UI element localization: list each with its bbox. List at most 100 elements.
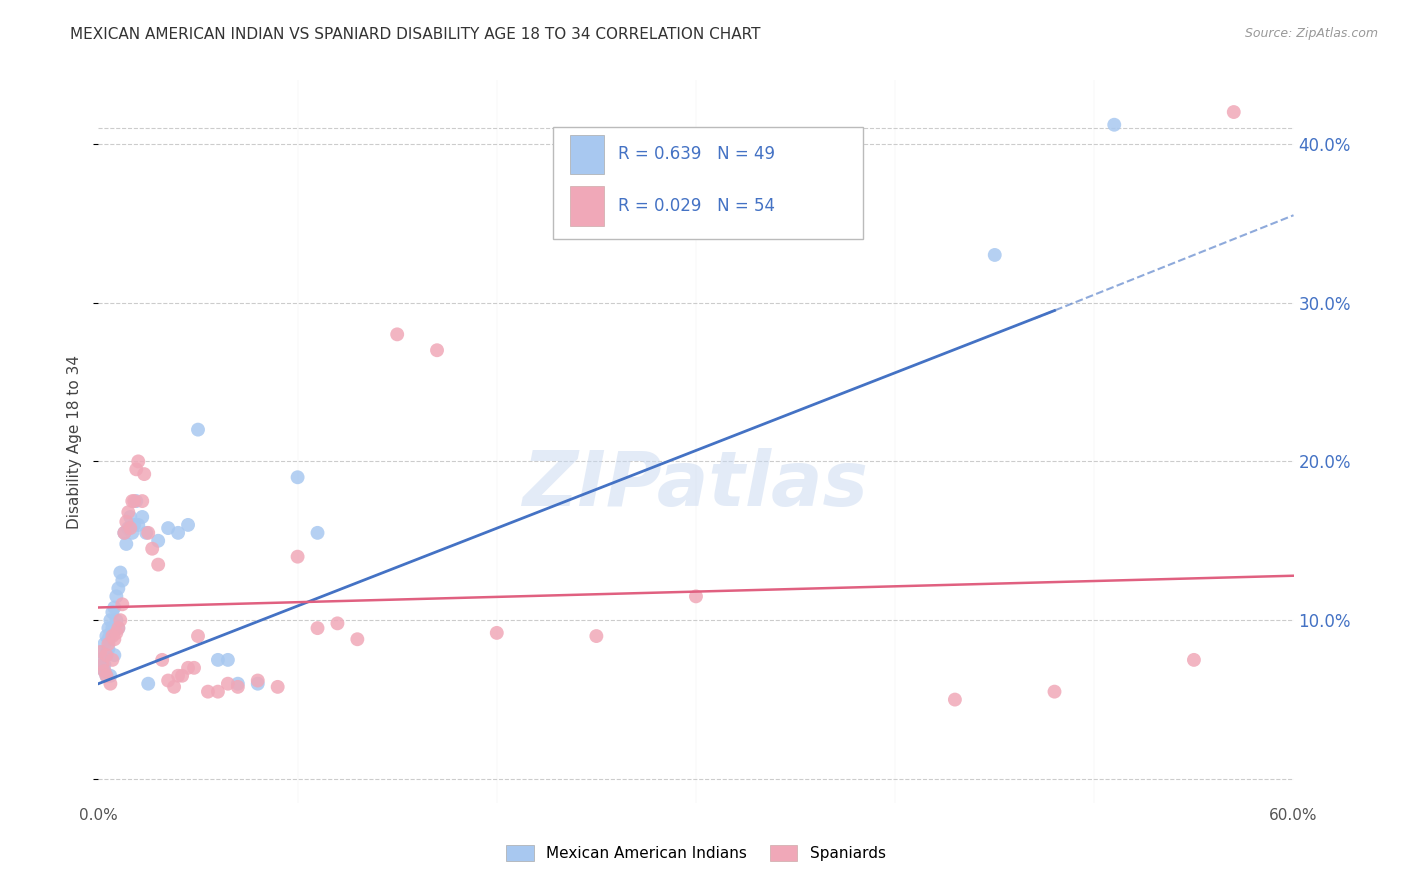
Point bbox=[1104, 118, 1126, 132]
Text: R = 0.029   N = 54: R = 0.029 N = 54 bbox=[619, 197, 775, 215]
Point bbox=[307, 525, 329, 540]
Point bbox=[121, 494, 143, 508]
Point bbox=[172, 669, 194, 683]
Point bbox=[89, 653, 111, 667]
Point bbox=[1182, 653, 1205, 667]
Point bbox=[120, 510, 142, 524]
Point bbox=[105, 590, 128, 604]
Point bbox=[136, 676, 159, 690]
Point bbox=[93, 657, 115, 672]
Point bbox=[984, 248, 1007, 262]
Bar bbox=[571, 186, 605, 226]
Point bbox=[585, 629, 607, 643]
Point bbox=[1223, 105, 1246, 120]
Point bbox=[127, 517, 149, 532]
Point bbox=[217, 676, 239, 690]
Point bbox=[115, 537, 138, 551]
Point bbox=[112, 525, 135, 540]
Point bbox=[97, 641, 120, 656]
Point bbox=[131, 494, 153, 508]
Point bbox=[267, 680, 290, 694]
Point bbox=[177, 517, 200, 532]
Point bbox=[177, 661, 200, 675]
Point bbox=[93, 664, 115, 678]
Point bbox=[136, 525, 159, 540]
Point bbox=[117, 521, 139, 535]
Point bbox=[183, 661, 205, 675]
Point bbox=[103, 632, 125, 647]
Point bbox=[101, 621, 124, 635]
Point bbox=[485, 626, 508, 640]
Point bbox=[125, 462, 148, 476]
Point bbox=[91, 657, 114, 672]
Point bbox=[125, 494, 148, 508]
Point bbox=[163, 680, 186, 694]
Point bbox=[97, 632, 120, 647]
Point bbox=[96, 629, 118, 643]
Point bbox=[89, 645, 111, 659]
Point bbox=[307, 621, 329, 635]
Point bbox=[96, 669, 118, 683]
Point bbox=[157, 673, 180, 688]
Point bbox=[112, 525, 135, 540]
Text: MEXICAN AMERICAN INDIAN VS SPANIARD DISABILITY AGE 18 TO 34 CORRELATION CHART: MEXICAN AMERICAN INDIAN VS SPANIARD DISA… bbox=[70, 27, 761, 42]
Point bbox=[246, 673, 269, 688]
Y-axis label: Disability Age 18 to 34: Disability Age 18 to 34 bbox=[67, 354, 83, 529]
Point bbox=[246, 676, 269, 690]
Point bbox=[110, 566, 132, 580]
Point bbox=[101, 629, 124, 643]
Point bbox=[150, 653, 173, 667]
Point bbox=[148, 533, 170, 548]
Point bbox=[107, 621, 129, 635]
Point bbox=[346, 632, 368, 647]
Point bbox=[107, 582, 129, 596]
Point bbox=[98, 676, 122, 690]
Point bbox=[167, 669, 190, 683]
Point bbox=[111, 574, 134, 588]
Legend: Mexican American Indians, Spaniards: Mexican American Indians, Spaniards bbox=[501, 839, 891, 867]
Point bbox=[943, 692, 966, 706]
Point bbox=[187, 423, 209, 437]
Point bbox=[217, 653, 239, 667]
Point bbox=[226, 680, 249, 694]
Text: ZIPatlas: ZIPatlas bbox=[523, 448, 869, 522]
Point bbox=[135, 525, 157, 540]
Text: Source: ZipAtlas.com: Source: ZipAtlas.com bbox=[1244, 27, 1378, 40]
Point bbox=[97, 637, 120, 651]
Point bbox=[98, 613, 122, 627]
Point bbox=[131, 510, 153, 524]
Point bbox=[167, 525, 190, 540]
Point bbox=[326, 616, 349, 631]
Point bbox=[226, 676, 249, 690]
Point bbox=[141, 541, 163, 556]
Point bbox=[101, 653, 124, 667]
Point bbox=[91, 645, 114, 659]
Point bbox=[115, 515, 138, 529]
Point bbox=[685, 590, 707, 604]
Point bbox=[197, 684, 219, 698]
Point bbox=[287, 549, 309, 564]
Point bbox=[207, 684, 229, 698]
Point bbox=[121, 525, 143, 540]
Point bbox=[98, 627, 122, 641]
Point bbox=[103, 600, 125, 615]
Point bbox=[105, 626, 128, 640]
Point bbox=[96, 648, 118, 662]
Point bbox=[96, 648, 118, 662]
Point bbox=[287, 470, 309, 484]
FancyBboxPatch shape bbox=[553, 128, 863, 239]
Point bbox=[187, 629, 209, 643]
Point bbox=[120, 521, 142, 535]
Point bbox=[97, 621, 120, 635]
Point bbox=[91, 661, 114, 675]
Point bbox=[134, 467, 156, 481]
Bar bbox=[571, 135, 605, 174]
Point bbox=[103, 648, 125, 662]
Point bbox=[93, 637, 115, 651]
Point bbox=[426, 343, 449, 358]
Point bbox=[101, 605, 124, 619]
Point bbox=[148, 558, 170, 572]
Point bbox=[157, 521, 180, 535]
Point bbox=[111, 597, 134, 611]
Point bbox=[96, 669, 118, 683]
